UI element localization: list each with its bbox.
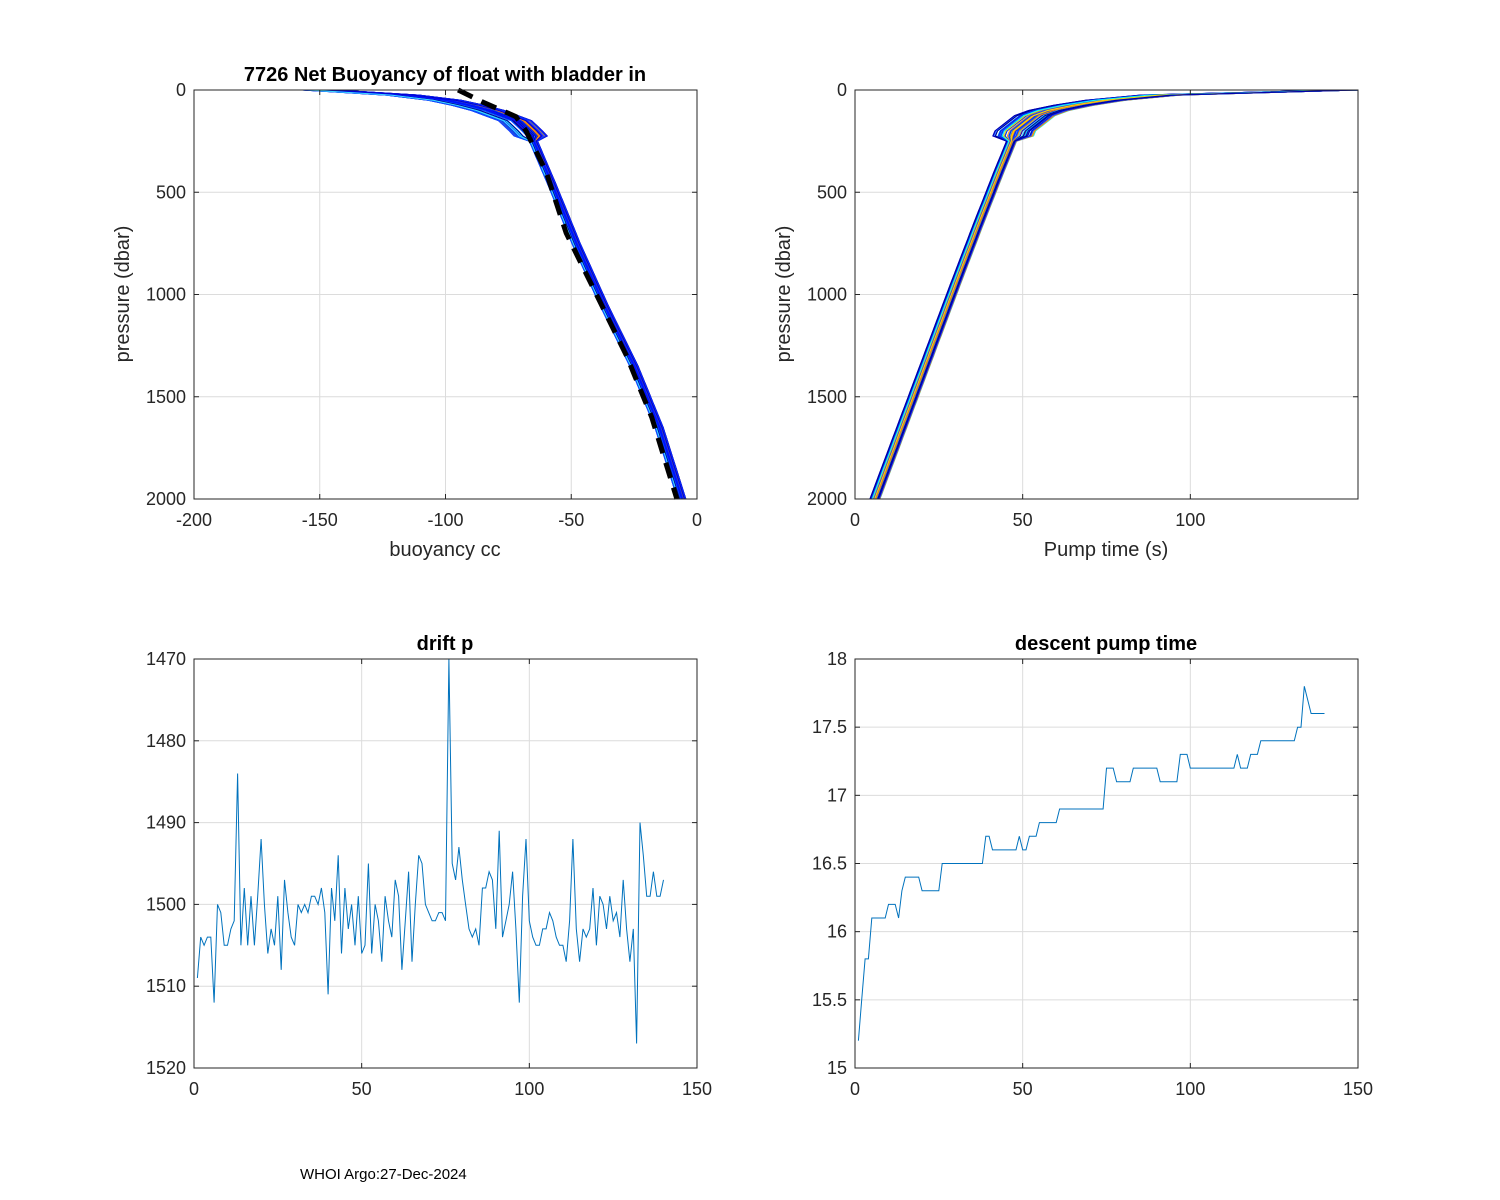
pumptime-tick-label-y: 1500 — [807, 387, 847, 407]
descentpump-tick-label-y: 17.5 — [812, 717, 847, 737]
buoyancy-tick-label-x: -50 — [558, 510, 584, 530]
pumptime-ylabel: pressure (dbar) — [773, 226, 795, 363]
descentpump-tick-label-y: 18 — [827, 649, 847, 669]
driftp-title: drift p — [417, 633, 474, 655]
pumptime-profiles — [869, 89, 1359, 500]
pumptime-profile-line — [877, 89, 1359, 500]
descentpump-tick-label-x: 50 — [1013, 1079, 1033, 1099]
descentpump-tick-label-y: 15 — [827, 1058, 847, 1078]
footer-stamp: WHOI Argo:27-Dec-2024 — [300, 1166, 467, 1183]
pumptime-xlabel: Pump time (s) — [1044, 539, 1168, 561]
pumptime-profile-line — [870, 89, 1343, 500]
pumptime-profile-line — [870, 89, 1340, 500]
buoyancy-tick-label-x: -200 — [176, 510, 212, 530]
buoyancy-mean-curve — [456, 87, 680, 500]
driftp-axes-box — [193, 658, 698, 1069]
pumptime-profile-line — [877, 89, 1359, 500]
buoyancy-tick-label-y: 1500 — [146, 387, 186, 407]
pumptime-tick-label-y: 500 — [817, 182, 847, 202]
pumptime-profile-line — [874, 89, 1356, 500]
pumptime-tick-label-y: 2000 — [807, 489, 847, 509]
buoyancy-ticks: -200 -150 -100 -50 0 0 500 1000 1500 2000 — [146, 80, 702, 530]
pumptime-tick-label-x: 50 — [1013, 510, 1033, 530]
driftp-tick-label-y: 1500 — [146, 894, 186, 914]
buoyancy-profiles — [302, 89, 687, 500]
pumptime-profile-line — [878, 89, 1359, 500]
buoyancy-tick-label-x: -150 — [302, 510, 338, 530]
pumptime-profile-line — [875, 89, 1359, 500]
driftp-tick-label-x: 50 — [352, 1079, 372, 1099]
buoyancy-profile-line — [329, 89, 685, 500]
descentpump-tick-label-x: 100 — [1175, 1079, 1205, 1099]
buoyancy-profile-line — [324, 89, 684, 500]
driftp-tick-label-x: 0 — [189, 1079, 199, 1099]
driftp-grid — [193, 658, 698, 1069]
panel-descent-pump-time: 0 50 100 150 15 15.5 16 16.5 17 17.5 18 descent pu… — [812, 633, 1373, 1099]
buoyancy-tick-label-x: -100 — [427, 510, 463, 530]
pumptime-tick-label-y: 0 — [837, 80, 847, 100]
pumptime-profile-line — [871, 89, 1347, 500]
pumptime-tick-label-x: 0 — [850, 510, 860, 530]
descentpump-title: descent pump time — [1015, 633, 1197, 655]
descentpump-tick-label-x: 0 — [850, 1079, 860, 1099]
descentpump-tick-label-y: 15.5 — [812, 990, 847, 1010]
pumptime-profile-line — [869, 89, 1338, 500]
driftp-tick-label-x: 150 — [682, 1079, 712, 1099]
driftp-ticks: 0 50 100 150 1470 1480 1490 1500 1510 1520 — [146, 649, 712, 1099]
buoyancy-tick-label-y: 1000 — [146, 285, 186, 305]
driftp-series-line — [196, 658, 664, 1044]
driftp-tick-label-y: 1480 — [146, 731, 186, 751]
driftp-tick-label-y: 1490 — [146, 813, 186, 833]
descentpump-ticks: 0 50 100 150 15 15.5 16 16.5 17 17.5 18 — [812, 649, 1373, 1099]
descentpump-tick-label-x: 150 — [1343, 1079, 1373, 1099]
panel-buoyancy: -200 -150 -100 -50 0 0 500 1000 1500 2000 7726 Ne… — [112, 64, 702, 561]
driftp-tick-label-y: 1510 — [146, 976, 186, 996]
panel-drift-p: 0 50 100 150 1470 1480 1490 1500 1510 1520 drift … — [146, 633, 712, 1099]
descentpump-grid — [854, 658, 1359, 1069]
buoyancy-tick-label-x: 0 — [692, 510, 702, 530]
buoyancy-profile-line — [333, 89, 686, 500]
buoyancy-tick-label-y: 2000 — [146, 489, 186, 509]
descentpump-tick-label-y: 16 — [827, 922, 847, 942]
descentpump-tick-label-y: 16.5 — [812, 854, 847, 874]
pumptime-profile-line — [873, 89, 1353, 500]
buoyancy-xlabel: buoyancy cc — [389, 539, 500, 561]
driftp-tick-label-x: 100 — [514, 1079, 544, 1099]
buoyancy-tick-label-y: 0 — [176, 80, 186, 100]
buoyancy-tick-label-y: 500 — [156, 182, 186, 202]
driftp-tick-label-y: 1520 — [146, 1058, 186, 1078]
pumptime-tick-label-y: 1000 — [807, 285, 847, 305]
descentpump-tick-label-y: 17 — [827, 785, 847, 805]
buoyancy-title: 7726 Net Buoyancy of float with bladder … — [244, 64, 646, 86]
buoyancy-grid — [193, 89, 698, 500]
pumptime-tick-label-x: 100 — [1175, 510, 1205, 530]
descentpump-series-line — [857, 686, 1325, 1041]
driftp-tick-label-y: 1470 — [146, 649, 186, 669]
pumptime-grid — [854, 89, 1358, 500]
buoyancy-ylabel: pressure (dbar) — [112, 226, 134, 363]
